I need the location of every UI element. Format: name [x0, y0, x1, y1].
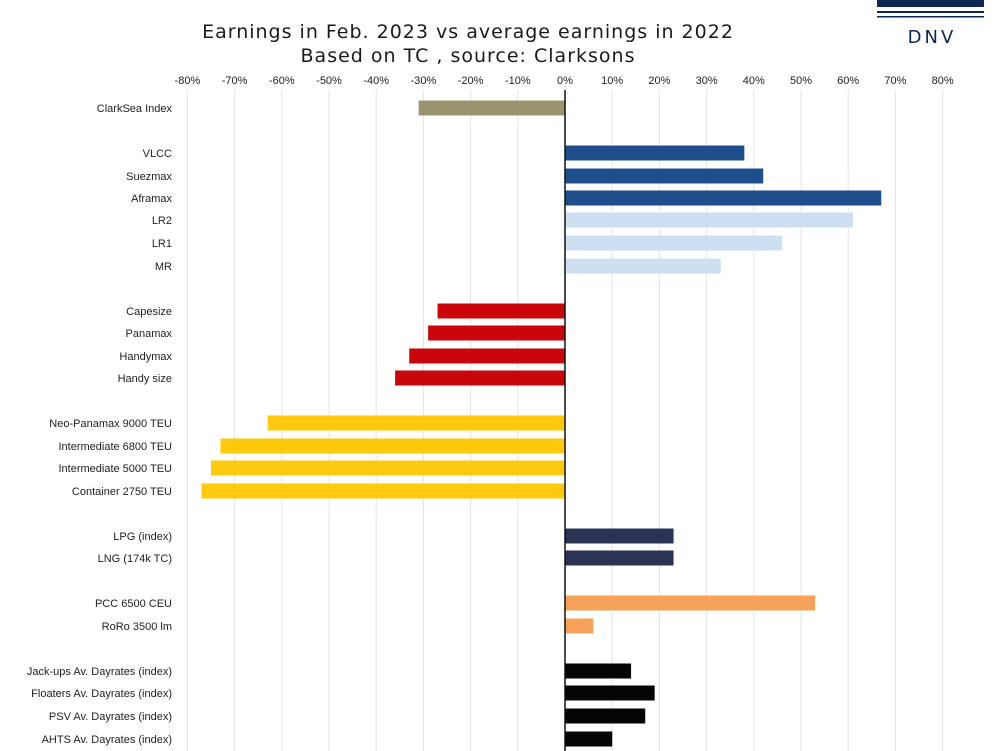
category-labels: ClarkSea Index VLCC Suezmax Aframax LR2 LR1 MR…: [27, 103, 173, 746]
x-tick-label: -60%: [269, 75, 295, 87]
bar: [565, 685, 655, 701]
category-label: RoRo 3500 lm: [102, 621, 172, 633]
bar: [220, 438, 565, 454]
category-label: Suezmax: [126, 171, 172, 183]
category-label: LPG (index): [113, 531, 172, 543]
bar: [395, 370, 565, 386]
x-tick-label: 20%: [648, 75, 670, 87]
x-tick-label: -10%: [505, 75, 531, 87]
bar: [565, 145, 745, 161]
category-label: ClarkSea Index: [97, 103, 173, 115]
bar: [565, 168, 764, 184]
category-label: Handy size: [118, 373, 172, 385]
bar: [565, 708, 646, 724]
bar: [565, 731, 613, 747]
x-tick-label: 80%: [932, 75, 954, 87]
category-label: VLCC: [143, 148, 172, 160]
logo-text: DNV: [908, 27, 957, 48]
bar: [418, 100, 565, 116]
bar: [565, 618, 594, 634]
x-tick-label: -40%: [363, 75, 389, 87]
bar: [267, 415, 565, 431]
bar: [409, 348, 565, 364]
x-tick-label: 50%: [790, 75, 812, 87]
category-label: Handymax: [119, 351, 172, 363]
chart-subtitle: Based on TC , source: Clarksons: [301, 45, 636, 67]
category-label: Intermediate 6800 TEU: [58, 441, 172, 453]
x-tick-label: -80%: [175, 75, 201, 87]
x-tick-label: 10%: [601, 75, 623, 87]
category-label: AHTS Av. Dayrates (index): [42, 734, 172, 746]
category-label: Floaters Av. Dayrates (index): [31, 688, 172, 700]
bar: [437, 303, 565, 319]
x-tick-label: 60%: [837, 75, 859, 87]
category-label: PCC 6500 CEU: [95, 598, 172, 610]
x-tick-label: 0%: [557, 75, 573, 87]
x-tick-label: -70%: [222, 75, 248, 87]
x-tick-label: 40%: [743, 75, 765, 87]
bar: [565, 550, 674, 566]
bar: [211, 460, 565, 476]
category-label: Capesize: [126, 306, 172, 318]
x-tick-label: 70%: [884, 75, 906, 87]
logo-bar: [877, 0, 984, 7]
category-label: Jack-ups Av. Dayrates (index): [27, 666, 172, 678]
category-label: PSV Av. Dayrates (index): [49, 711, 172, 723]
bar: [565, 663, 632, 679]
logo-stripe-2: [877, 16, 984, 18]
category-label: LNG (174k TC): [98, 553, 172, 565]
logo-stripe-1: [877, 11, 984, 13]
bar: [565, 528, 674, 544]
category-label: Panamax: [126, 328, 173, 340]
category-label: Neo-Panamax 9000 TEU: [49, 418, 172, 430]
bar: [565, 595, 816, 611]
bar: [565, 212, 853, 228]
x-tick-label: -50%: [316, 75, 342, 87]
x-tick-label: -30%: [411, 75, 437, 87]
bar: [565, 190, 882, 206]
bar: [565, 235, 783, 251]
x-tick-label: -20%: [458, 75, 484, 87]
category-label: MR: [155, 261, 172, 273]
x-tick-label: 30%: [696, 75, 718, 87]
category-label: Intermediate 5000 TEU: [58, 463, 172, 475]
category-label: LR1: [152, 238, 172, 250]
chart-title: Earnings in Feb. 2023 vs average earning…: [202, 21, 734, 43]
category-label: Aframax: [131, 193, 172, 205]
x-tick-labels: -80% -70% -60% -50% -40% -30% -20% -10% 0% 10% 20%…: [175, 75, 954, 87]
bar: [201, 483, 565, 499]
bar: [428, 325, 565, 341]
category-label: LR2: [152, 215, 172, 227]
category-label: Container 2750 TEU: [72, 486, 172, 498]
bar: [565, 258, 721, 274]
bars: [201, 100, 882, 747]
dnv-logo: DNV: [877, 0, 984, 48]
